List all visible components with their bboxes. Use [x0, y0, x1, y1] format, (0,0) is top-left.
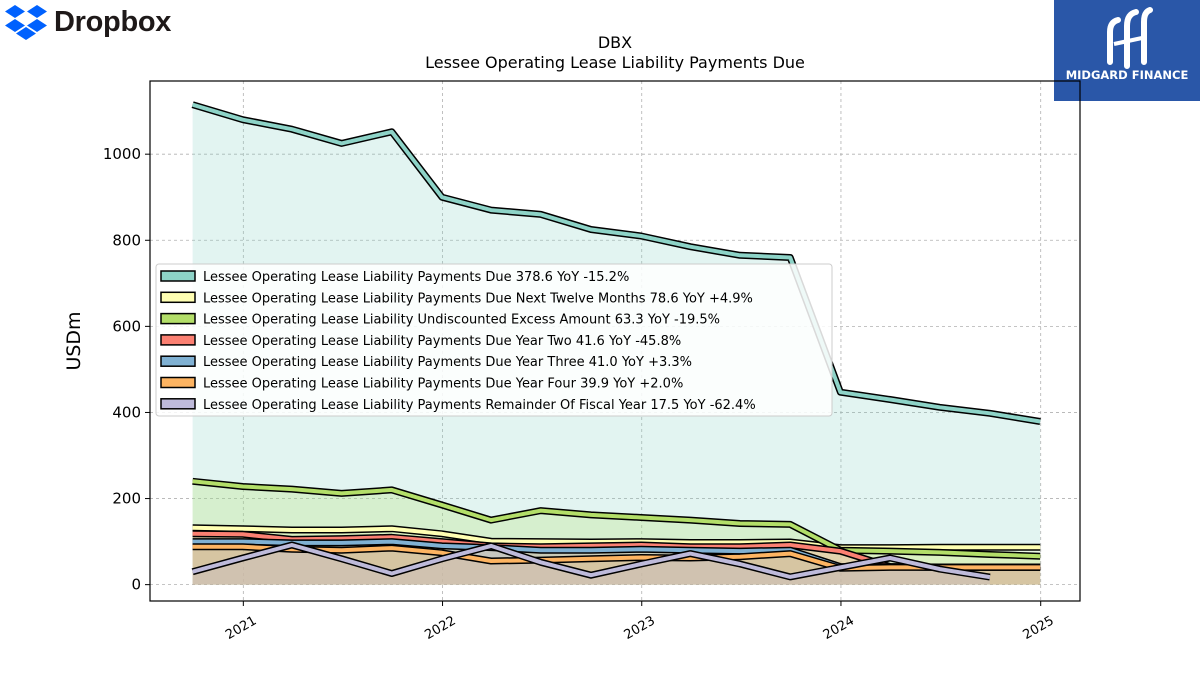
series-line-1: [192, 525, 1041, 550]
legend-entry-0: Lessee Operating Lease Liability Payment…: [203, 270, 629, 285]
legend-entry-6: Lessee Operating Lease Liability Payment…: [203, 398, 756, 413]
x-tick-label: 2023: [622, 613, 658, 643]
brand-name: Dropbox: [54, 5, 172, 38]
legend-entry-2: Lessee Operating Lease Liability Undisco…: [203, 313, 720, 328]
y-tick-label: 1000: [103, 145, 141, 163]
series-area-2: [192, 481, 1041, 585]
legend-entry-3: Lessee Operating Lease Liability Payment…: [203, 334, 681, 349]
dropbox-logo-icon: [5, 5, 47, 40]
midgard-logo-icon: [1107, 7, 1153, 69]
midgard-finance-badge: MIDGARD FINANCE: [1054, 0, 1200, 101]
x-tick-label: 2024: [821, 613, 857, 643]
legend-swatch-2: [160, 312, 196, 325]
series-line-6: [192, 543, 991, 580]
legend-swatch-5: [160, 376, 196, 389]
plot-frame: [149, 80, 1081, 602]
y-tick-label: 400: [112, 403, 141, 421]
y-tick-label: 600: [112, 317, 141, 335]
legend-swatch-1: [160, 291, 196, 304]
legend-swatch-4: [160, 355, 196, 367]
series-line-5: [192, 544, 1041, 571]
legend-swatch-3: [160, 334, 196, 346]
y-tick-label: 0: [131, 576, 141, 594]
x-tick-label: 2025: [1021, 613, 1057, 643]
legend-swatch-0: [160, 270, 196, 282]
legend-entry-1: Lessee Operating Lease Liability Payment…: [203, 291, 753, 306]
y-tick-label: 200: [112, 490, 141, 508]
series-lines: [191, 101, 1041, 581]
series-line-2: [192, 479, 1041, 559]
brand-header: Dropbox: [4, 4, 171, 40]
chart-subtitle: Lessee Operating Lease Liability Payment…: [425, 53, 805, 72]
legend-swatch-6: [160, 398, 196, 410]
badge-label: MIDGARD FINANCE: [1065, 68, 1189, 82]
chart-title: DBX: [598, 33, 632, 52]
y-axis-label: USDm: [63, 311, 85, 370]
legend: Lessee Operating Lease Liability Payment…: [155, 263, 833, 417]
legend-box: [155, 263, 833, 417]
series-area-5: [192, 546, 1041, 585]
legend-entry-5: Lessee Operating Lease Liability Payment…: [203, 377, 683, 392]
x-tick-label: 2021: [223, 613, 259, 643]
y-tick-label: 800: [112, 231, 141, 249]
series-line-0: [192, 102, 1041, 424]
legend-entry-4: Lessee Operating Lease Liability Payment…: [203, 355, 692, 370]
x-tick-label: 2022: [422, 613, 458, 643]
